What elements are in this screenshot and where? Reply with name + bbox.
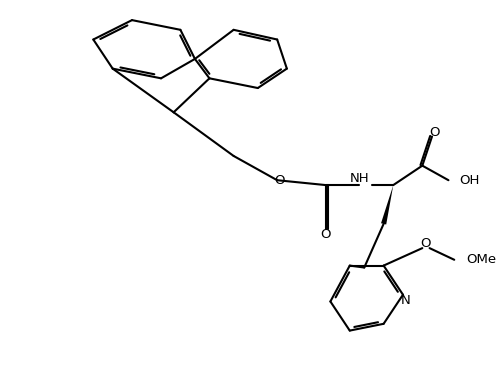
Text: O: O [320, 228, 331, 241]
Text: N: N [400, 294, 410, 307]
Text: O: O [420, 237, 430, 250]
Text: NH: NH [350, 172, 369, 185]
Text: OMe: OMe [466, 253, 496, 266]
Text: O: O [429, 126, 440, 139]
Text: OH: OH [459, 174, 479, 187]
Text: O: O [274, 174, 285, 187]
Polygon shape [381, 185, 394, 224]
